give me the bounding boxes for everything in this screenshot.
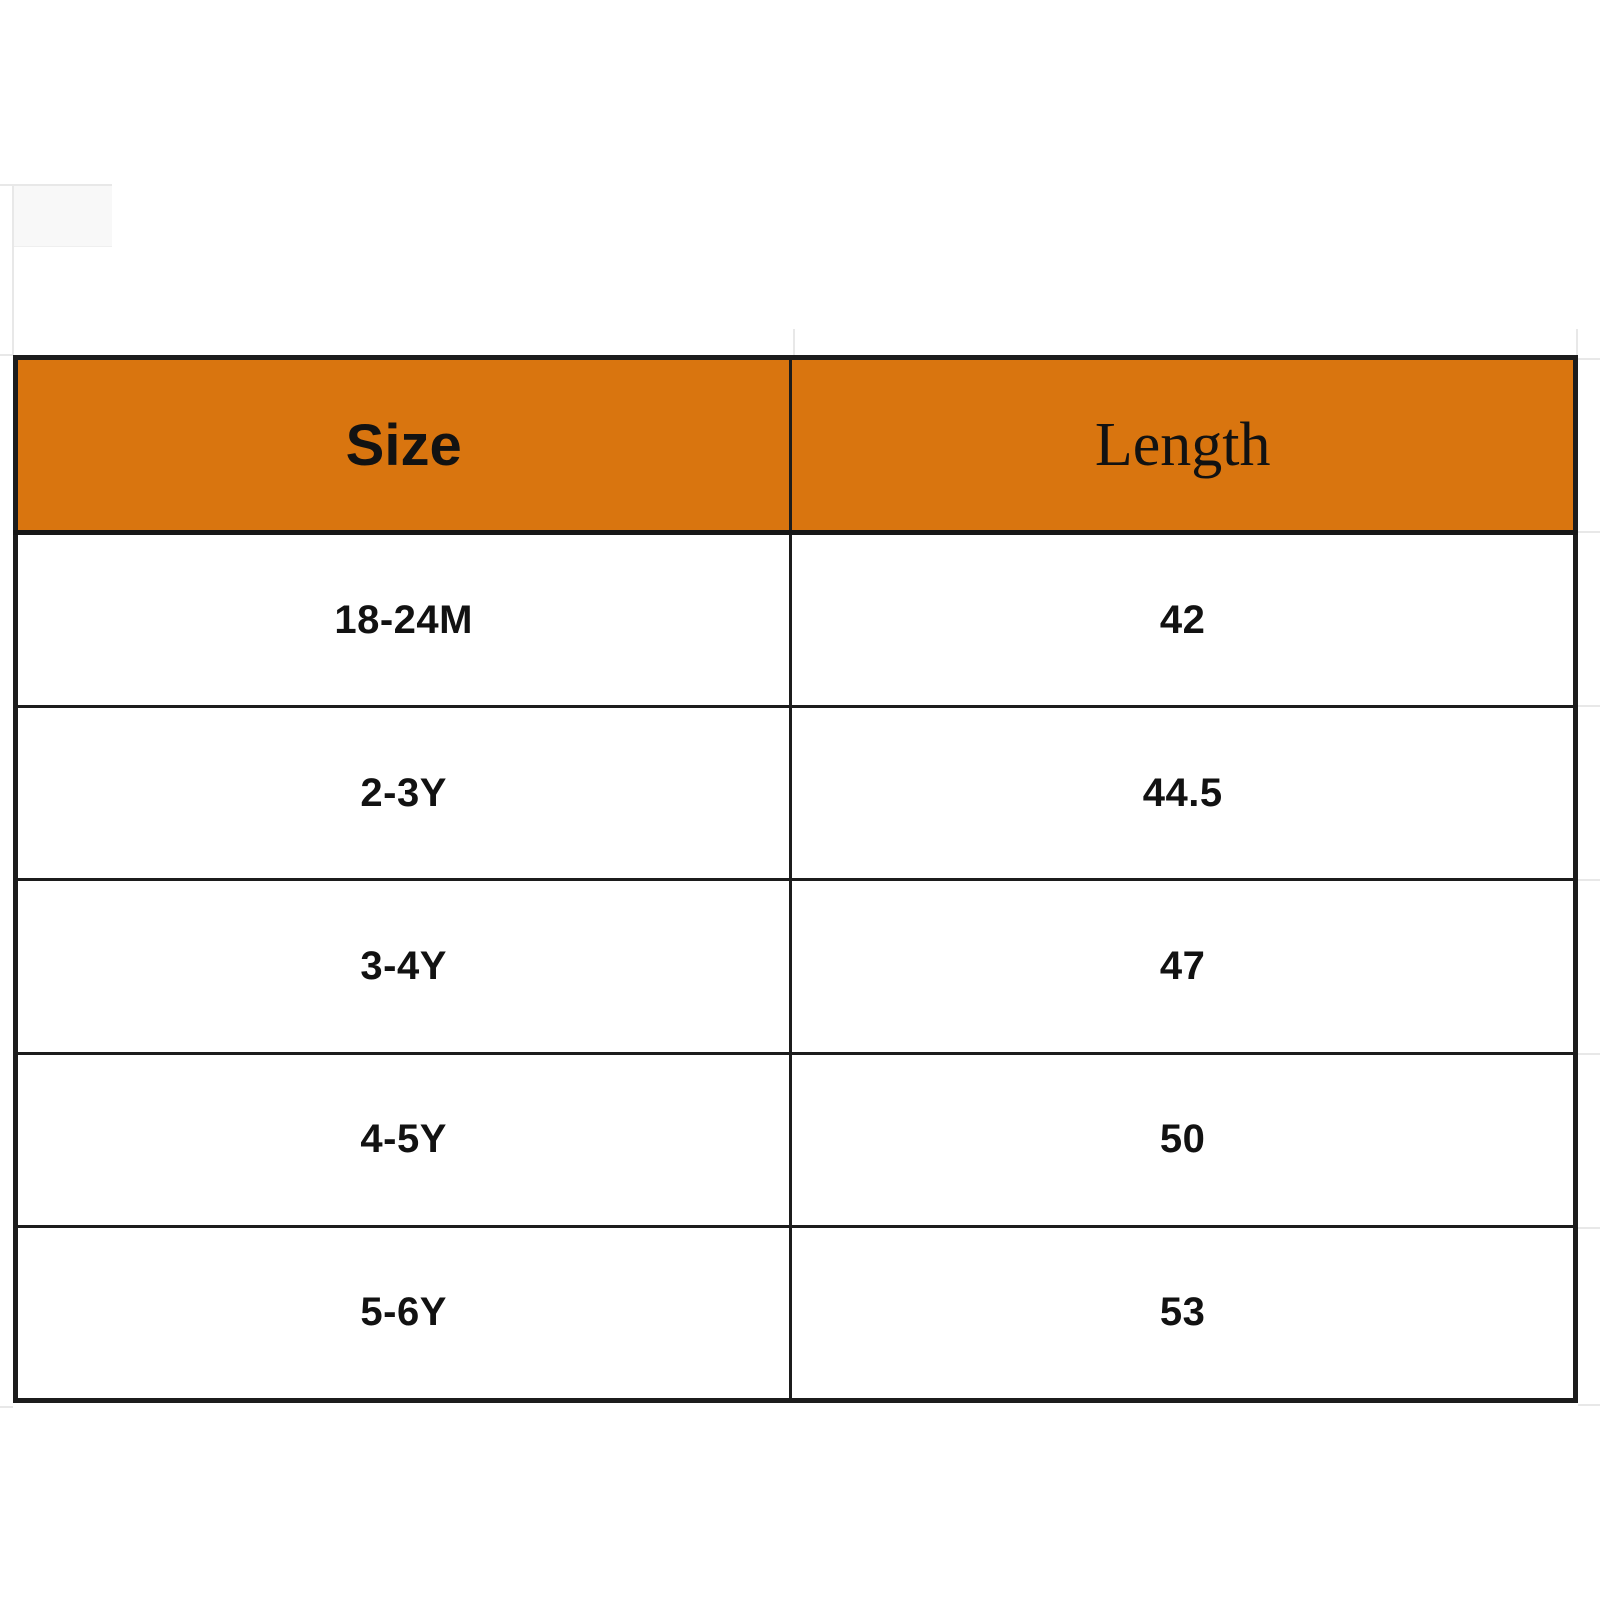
header-cell-size: Size — [13, 356, 793, 535]
size-value: 2-3Y — [360, 770, 447, 815]
size-cell: 5-6Y — [13, 1224, 793, 1403]
size-value: 5-6Y — [360, 1290, 447, 1335]
length-cell: 50 — [789, 1051, 1577, 1228]
length-value: 50 — [1159, 1117, 1206, 1162]
gridline-right-stub-row2 — [1578, 879, 1600, 881]
table-row: 18-24M 42 — [13, 530, 1577, 709]
length-value: 42 — [1159, 597, 1206, 642]
gridline-shaded-cell — [14, 186, 112, 247]
size-value: 3-4Y — [360, 943, 447, 988]
gridline-right-stub-header-bottom — [1578, 531, 1600, 533]
size-cell: 18-24M — [13, 530, 793, 709]
table-row: 5-6Y 53 — [13, 1224, 1577, 1403]
header-row: Size Length — [13, 356, 1577, 535]
size-value: 18-24M — [334, 597, 473, 642]
gridline-right-stub-bottom — [1578, 1404, 1600, 1406]
length-value: 53 — [1159, 1290, 1206, 1335]
gridline-above-divider-vertical — [793, 329, 795, 355]
table-row: 2-3Y 44.5 — [13, 705, 1577, 882]
length-value: 47 — [1159, 943, 1206, 988]
length-cell: 44.5 — [789, 705, 1577, 882]
gridline-left-vertical — [12, 185, 14, 355]
size-cell: 4-5Y — [13, 1051, 793, 1228]
gridline-top-left-horizontal — [0, 184, 112, 186]
length-cell: 53 — [789, 1224, 1577, 1403]
header-size-label: Size — [345, 412, 462, 478]
gridline-above-right-edge-vertical — [1576, 329, 1578, 355]
table-row: 4-5Y 50 — [13, 1051, 1577, 1228]
header-length-label: Length — [1094, 410, 1271, 479]
gridline-right-stub-header-top — [1578, 358, 1600, 360]
length-value: 44.5 — [1142, 770, 1223, 815]
gridline-right-stub-row1 — [1578, 705, 1600, 707]
size-value: 4-5Y — [360, 1117, 447, 1162]
header-cell-length: Length — [789, 356, 1577, 535]
gridline-right-stub-row3 — [1578, 1053, 1600, 1055]
table-row: 3-4Y 47 — [13, 878, 1577, 1055]
length-cell: 47 — [789, 878, 1577, 1055]
size-cell: 3-4Y — [13, 878, 793, 1055]
size-chart-table: Size Length 18-24M 42 2-3Y — [13, 355, 1578, 1403]
gridline-right-stub-row4 — [1578, 1227, 1600, 1229]
size-cell: 2-3Y — [13, 705, 793, 882]
length-cell: 42 — [789, 530, 1577, 709]
gridline-below-table-left-stub — [0, 1406, 13, 1408]
gridline-above-table-left-stub — [0, 354, 13, 356]
